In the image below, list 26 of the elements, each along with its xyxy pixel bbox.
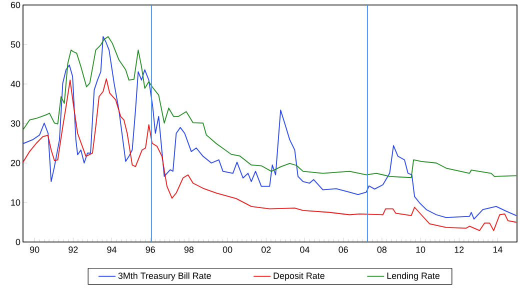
x-tick-label: 94: [107, 246, 116, 253]
line-series: [23, 36, 517, 178]
y-tick-label: 40: [10, 80, 20, 88]
line-series: [23, 36, 517, 220]
x-tick-label: 08: [377, 246, 387, 253]
y-tick-label: 60: [10, 2, 20, 8]
legend-label: 3Mth Treasury Bill Rate: [118, 272, 211, 281]
x-tick-label: 14: [493, 246, 502, 253]
y-tick-label: 50: [10, 41, 20, 48]
x-tick-label: 98: [184, 246, 194, 253]
y-tick-label: 0: [16, 238, 20, 246]
x-tick-label: 04: [300, 246, 310, 253]
line-series: [23, 78, 517, 231]
legend-label: Lending Rate: [387, 272, 440, 281]
x-tick-label: 92: [68, 246, 78, 253]
x-tick-label: 90: [30, 246, 40, 253]
x-tick-label: 00: [222, 246, 232, 253]
x-tick-label: 12: [454, 246, 464, 253]
y-tick-label: 20: [10, 160, 20, 166]
x-tick-label: 96: [146, 246, 155, 253]
x-tick-label: 06: [338, 246, 348, 253]
legend-label: Deposit Rate: [274, 272, 324, 281]
y-tick-label: 10: [11, 199, 20, 206]
y-tick-label: 30: [10, 120, 20, 127]
x-tick-label: 02: [262, 246, 271, 253]
x-tick-label: 10: [416, 246, 426, 253]
